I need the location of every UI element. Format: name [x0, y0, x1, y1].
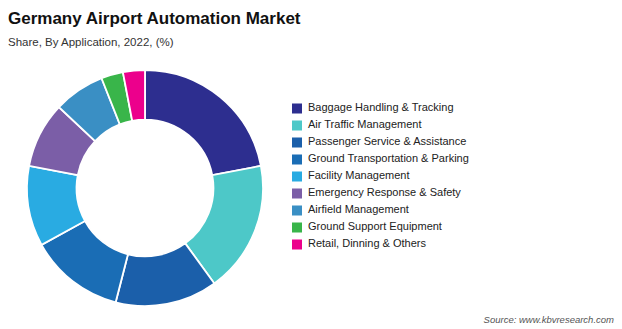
- legend-item: Airfield Management: [292, 203, 409, 215]
- donut: [27, 70, 263, 306]
- legend-item: Retail, Dinning & Others: [292, 237, 426, 249]
- legend-label: Passenger Service & Assistance: [308, 135, 466, 147]
- legend-swatch: [292, 138, 302, 148]
- legend-item: Ground Transportation & Parking: [292, 152, 469, 164]
- subtitle: Share, By Application, 2022, (%): [8, 36, 174, 48]
- title: Germany Airport Automation Market: [8, 9, 301, 28]
- source: Source: www.kbvresearch.com: [484, 314, 614, 325]
- legend-label: Emergency Response & Safety: [308, 186, 461, 198]
- legend-label: Ground Transportation & Parking: [308, 152, 469, 164]
- legend-item: Baggage Handling & Tracking: [292, 101, 454, 113]
- legend-label: Airfield Management: [308, 203, 409, 215]
- legend-swatch: [292, 121, 302, 131]
- legend-swatch: [292, 155, 302, 165]
- legend-swatch: [292, 223, 302, 233]
- legend-item: Passenger Service & Assistance: [292, 135, 466, 147]
- chart: Germany Airport Automation Market Share, …: [0, 0, 622, 329]
- legend-item: Facility Management: [292, 169, 410, 181]
- legend-swatch: [292, 189, 302, 199]
- slice: [27, 166, 85, 245]
- legend-label: Facility Management: [308, 169, 410, 181]
- legend-swatch: [292, 240, 302, 250]
- legend: Baggage Handling & Tracking Air Traffic M…: [292, 101, 469, 249]
- legend-label: Ground Support Equipment: [308, 220, 442, 232]
- legend-label: Baggage Handling & Tracking: [308, 101, 454, 113]
- legend-item: Air Traffic Management: [292, 118, 422, 130]
- slice: [116, 243, 215, 306]
- slice: [145, 70, 261, 175]
- legend-item: Emergency Response & Safety: [292, 186, 461, 198]
- legend-label: Retail, Dinning & Others: [308, 237, 426, 249]
- legend-swatch: [292, 104, 302, 114]
- legend-item: Ground Support Equipment: [292, 220, 442, 232]
- legend-swatch: [292, 206, 302, 216]
- slice: [123, 70, 145, 121]
- legend-label: Air Traffic Management: [308, 118, 422, 130]
- legend-swatch: [292, 172, 302, 182]
